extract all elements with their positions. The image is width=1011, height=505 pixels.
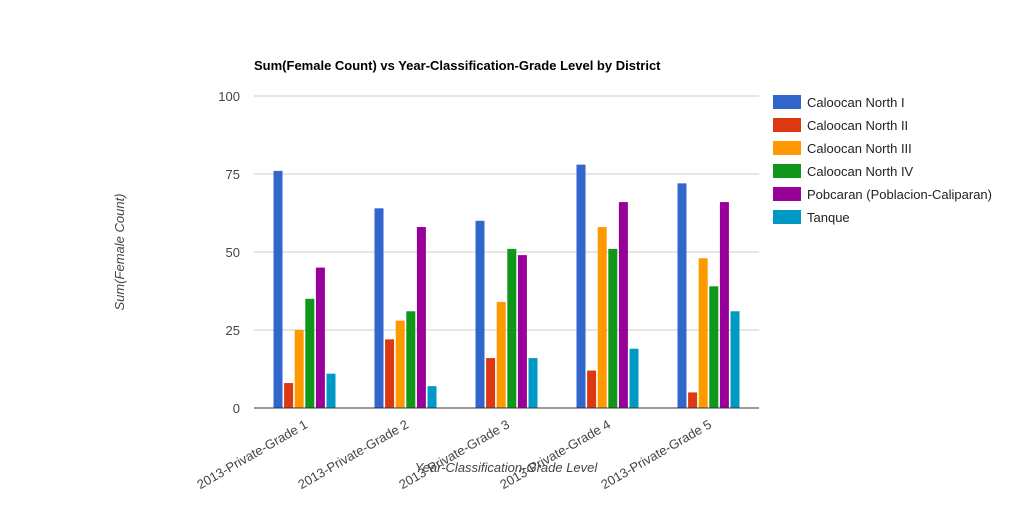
- bar[interactable]: [576, 164, 586, 408]
- bar[interactable]: [305, 298, 315, 408]
- legend-swatch[interactable]: [773, 210, 801, 224]
- y-tick-label: 75: [226, 167, 240, 182]
- x-axis-title: Year-Classification-Grade Level: [415, 460, 599, 475]
- y-axis-ticks: 0 25 50 75 100: [218, 89, 240, 416]
- legend-label[interactable]: Caloocan North III: [807, 141, 912, 156]
- bar[interactable]: [427, 386, 437, 408]
- bar[interactable]: [284, 383, 294, 408]
- bar[interactable]: [698, 258, 708, 408]
- bar[interactable]: [597, 227, 607, 408]
- bar[interactable]: [587, 370, 597, 408]
- bar[interactable]: [719, 202, 729, 408]
- y-tick-label: 100: [218, 89, 240, 104]
- bar[interactable]: [385, 339, 395, 408]
- bar[interactable]: [709, 286, 719, 408]
- legend: Caloocan North I Caloocan North II Calooca…: [773, 95, 992, 225]
- bar[interactable]: [374, 208, 384, 408]
- legend-label[interactable]: Tanque: [807, 210, 850, 225]
- bar[interactable]: [688, 392, 698, 408]
- legend-label[interactable]: Pobcaran (Poblacion-Caliparan): [807, 187, 992, 202]
- y-tick-label: 50: [226, 245, 240, 260]
- legend-swatch[interactable]: [773, 95, 801, 109]
- bar[interactable]: [315, 267, 325, 408]
- bar[interactable]: [618, 202, 628, 408]
- legend-label[interactable]: Caloocan North IV: [807, 164, 914, 179]
- y-tick-label: 25: [226, 323, 240, 338]
- bar[interactable]: [528, 358, 538, 408]
- legend-swatch[interactable]: [773, 118, 801, 132]
- legend-swatch[interactable]: [773, 187, 801, 201]
- legend-label[interactable]: Caloocan North I: [807, 95, 905, 110]
- bar[interactable]: [507, 248, 517, 408]
- gridlines: [254, 95, 759, 331]
- x-tick-label: 2013-Private-Grade 5: [598, 417, 714, 492]
- bars: [273, 164, 740, 408]
- bar[interactable]: [273, 170, 283, 408]
- bar[interactable]: [475, 220, 485, 408]
- bar[interactable]: [486, 358, 496, 408]
- y-tick-label: 0: [233, 401, 240, 416]
- bar[interactable]: [629, 348, 639, 408]
- legend-label[interactable]: Caloocan North II: [807, 118, 908, 133]
- y-axis-title: Sum(Female Count): [112, 193, 127, 310]
- x-tick-label: 2013-Private-Grade 2: [295, 417, 411, 492]
- bar[interactable]: [416, 227, 426, 408]
- x-tick-label: 2013-Private-Grade 3: [396, 417, 512, 492]
- bar[interactable]: [406, 311, 416, 408]
- bar[interactable]: [326, 373, 336, 408]
- x-tick-label: 2013-Private-Grade 1: [194, 417, 310, 492]
- bar[interactable]: [677, 183, 687, 408]
- bar[interactable]: [608, 248, 618, 408]
- x-tick-label: 2013-Private-Grade 4: [497, 417, 613, 492]
- bar[interactable]: [496, 301, 506, 408]
- chart-title: Sum(Female Count) vs Year-Classification…: [254, 58, 661, 73]
- legend-swatch[interactable]: [773, 164, 801, 178]
- bar[interactable]: [395, 320, 405, 408]
- legend-swatch[interactable]: [773, 141, 801, 155]
- bar[interactable]: [517, 255, 527, 408]
- bar[interactable]: [294, 330, 304, 408]
- bar[interactable]: [730, 311, 740, 408]
